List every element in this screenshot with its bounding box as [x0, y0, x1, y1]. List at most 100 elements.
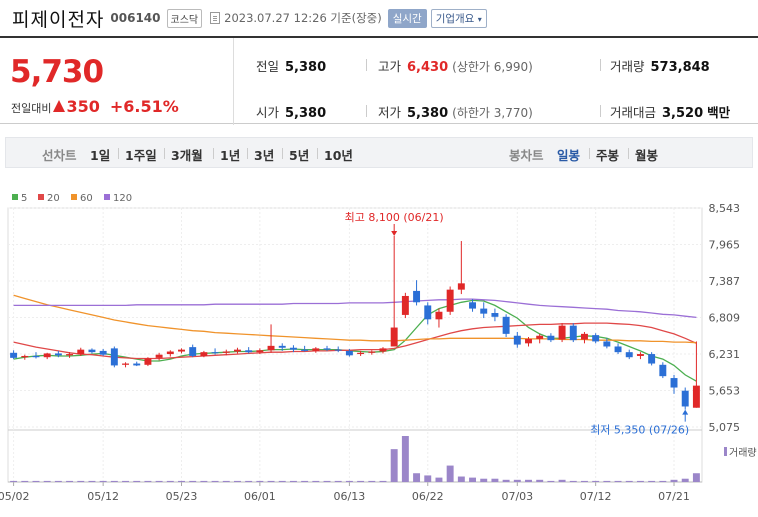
period-1y[interactable]: 1년: [220, 148, 241, 163]
volume-bar: [122, 480, 130, 482]
change-label: 전일대비: [11, 102, 52, 115]
chart-svg[interactable]: 5 20 60 120 8,543 7,965 7,387 6,809 6,231 5,653 5,…: [0, 180, 758, 513]
volume-bar: [21, 480, 29, 482]
candle-body: [200, 352, 208, 356]
y-tick-label: 8,543: [709, 202, 741, 215]
low-value: 5,380: [407, 106, 449, 121]
divider: [366, 59, 367, 71]
volume-bar: [692, 473, 700, 482]
divider: [628, 148, 629, 159]
low-label: 저가: [378, 105, 402, 120]
stock-chart[interactable]: 5 20 60 120 8,543 7,965 7,387 6,809 6,231 5,653 5,…: [0, 180, 758, 513]
period-1w[interactable]: 1주일: [125, 148, 157, 163]
volume-bar: [457, 476, 465, 482]
max-annotation: 최고 8,100 (06/21): [345, 211, 444, 224]
legend-label-ma60: 60: [80, 193, 93, 204]
market-badge: 코스닥: [166, 8, 203, 28]
volume-bar: [390, 449, 398, 482]
max-arrow-head: [391, 230, 398, 236]
realtime-button[interactable]: 실시간: [387, 8, 427, 28]
open-label: 시가: [256, 105, 280, 120]
change-value: 350: [66, 97, 100, 116]
candle-daily[interactable]: 일봉: [557, 148, 581, 163]
volume-bar: [502, 479, 510, 482]
volume-bar: [32, 480, 40, 482]
candle-body: [424, 305, 432, 320]
volume-bar: [345, 480, 353, 482]
volume-bar: [267, 480, 275, 482]
period-1d[interactable]: 1일: [90, 148, 111, 163]
y-tick-label: 7,965: [709, 239, 741, 252]
volume-bar: [133, 480, 141, 482]
chevron-down-icon: ▾: [477, 14, 482, 24]
candle-monthly[interactable]: 월봉: [635, 148, 659, 163]
volume-bar: [278, 480, 286, 482]
volume-bar: [222, 480, 230, 482]
volume-bar: [200, 480, 208, 482]
candle-body: [390, 327, 398, 347]
candle-body: [278, 345, 286, 348]
current-price-box: 5,730 전일대비 350 +6.51%: [0, 38, 234, 125]
document-icon[interactable]: [210, 12, 221, 24]
stat-volume: 거래량 573,848: [610, 56, 710, 75]
company-info-label: 기업개요: [435, 12, 475, 25]
period-5y[interactable]: 5년: [289, 148, 310, 163]
candle-body: [603, 341, 611, 347]
stat-low: 저가 5,380 (하한가 3,770): [378, 102, 533, 121]
volume-bar: [592, 480, 600, 482]
volume-bar: [547, 480, 555, 482]
candle-body: [536, 335, 544, 339]
divider: [366, 105, 367, 117]
candle-body: [681, 390, 689, 407]
candle-body: [345, 350, 353, 356]
candle-body: [133, 363, 141, 366]
period-3y[interactable]: 3년: [254, 148, 275, 163]
plot-frame: [7, 207, 703, 483]
up-arrow-icon: [53, 100, 66, 112]
volume-bar: [625, 480, 633, 482]
volume-bar: [491, 478, 499, 482]
stock-name: 피제이전자: [12, 8, 105, 31]
x-tick-label: 05/12: [87, 490, 119, 503]
candle-body: [502, 316, 510, 334]
candle-body: [491, 313, 499, 317]
y-tick-label: 6,231: [709, 348, 741, 361]
candle-body: [88, 349, 96, 353]
volume-bar: [513, 479, 521, 482]
divider: [282, 148, 283, 159]
stat-amount: 거래대금 3,520 백만: [610, 102, 730, 121]
candle-body: [614, 346, 622, 353]
high-label: 고가: [378, 59, 402, 74]
candle-body: [580, 333, 588, 340]
volume-bar: [312, 480, 320, 482]
period-10y[interactable]: 10년: [324, 148, 353, 163]
current-price: 5,730: [10, 54, 104, 90]
candle-body: [256, 350, 264, 353]
x-tick-label: 07/03: [501, 490, 533, 503]
candle-body: [413, 290, 421, 303]
volume-bar: [558, 479, 566, 482]
candle-body: [189, 347, 197, 356]
prev-value: 5,380: [285, 60, 327, 75]
candle-weekly[interactable]: 주봉: [596, 148, 620, 163]
candle-body: [289, 347, 297, 350]
company-info-button[interactable]: 기업개요 ▾: [430, 8, 487, 28]
candle-body: [99, 350, 107, 355]
candle-body: [636, 354, 644, 356]
candle-body: [54, 353, 62, 356]
candle-body: [357, 352, 365, 355]
period-3m[interactable]: 3개월: [171, 148, 203, 163]
candle-body: [77, 349, 85, 355]
lower-limit: (하한가 3,770): [452, 106, 533, 120]
volume-bar: [636, 480, 644, 482]
candle-body: [312, 348, 320, 351]
candle-body: [692, 385, 700, 408]
volume-bar: [659, 480, 667, 482]
volume-legend-swatch: [724, 447, 727, 456]
candle-body: [435, 311, 443, 320]
x-tick-label: 06/13: [334, 490, 366, 503]
volume-bar: [603, 480, 611, 482]
candle-body: [323, 348, 331, 350]
volume-bar: [681, 478, 689, 482]
volume-bar: [446, 465, 454, 482]
